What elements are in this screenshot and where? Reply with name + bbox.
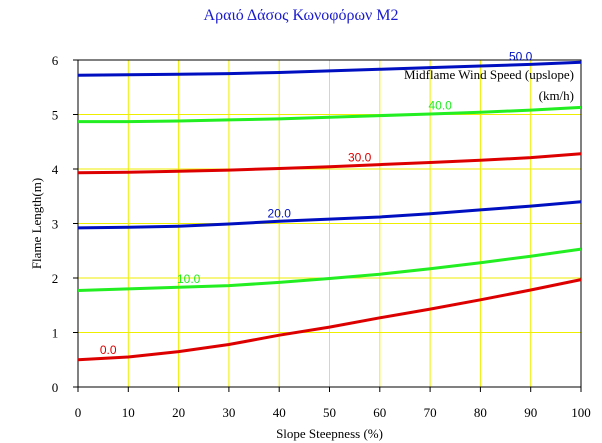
x-tick-label-50: 50 xyxy=(323,405,336,420)
series-labels: 0.0 10.0 20.0 30.0 40.0 50.0 xyxy=(100,50,533,357)
x-tick-label-90: 90 xyxy=(524,405,537,420)
y-tick-label-0: 0 xyxy=(52,380,59,395)
x-tick-label-70: 70 xyxy=(424,405,437,420)
chart-title: Αραιό Δάσος Κωνοφόρων M2 xyxy=(203,7,399,24)
x-tick-label-20: 20 xyxy=(172,405,185,420)
y-tick-label-5: 5 xyxy=(52,108,59,123)
series-label-40.0: 40.0 xyxy=(428,99,452,113)
legend-title-line-2: (km/h) xyxy=(539,88,574,103)
x-tick-label-0: 0 xyxy=(75,405,82,420)
y-tick-label-6: 6 xyxy=(52,53,59,68)
series-line-50.0 xyxy=(77,60,582,77)
y-tick-label-1: 1 xyxy=(52,326,59,341)
x-tick-label-30: 30 xyxy=(222,405,235,420)
series-label-20.0: 20.0 xyxy=(268,206,292,220)
series-line-30.0 xyxy=(77,152,582,175)
y-axis-ticks: 0 1 2 3 4 5 6 xyxy=(52,53,78,395)
grid xyxy=(78,60,581,387)
x-tick-label-40: 40 xyxy=(273,405,286,420)
x-tick-label-10: 10 xyxy=(122,405,135,420)
x-axis-label: Slope Steepness (%) xyxy=(276,426,383,441)
series-line-0.0 xyxy=(77,278,582,362)
x-tick-label-60: 60 xyxy=(373,405,386,420)
y-axis-label: Flame Length(m) xyxy=(29,178,44,269)
series-label-0.0: 0.0 xyxy=(100,343,117,357)
series-line-20.0 xyxy=(77,200,582,230)
series-lines xyxy=(77,60,582,362)
series-label-30.0: 30.0 xyxy=(348,151,372,165)
legend-title-line-1: Midflame Wind Speed (upslope) xyxy=(404,67,574,82)
x-tick-label-100: 100 xyxy=(571,405,591,420)
x-axis-ticks: 0 10 20 30 40 50 60 70 80 90 100 xyxy=(75,387,591,420)
series-line-40.0 xyxy=(78,105,582,124)
series-label-10.0: 10.0 xyxy=(177,272,201,286)
series-label-50.0: 50.0 xyxy=(509,50,533,64)
y-tick-label-4: 4 xyxy=(52,162,59,177)
y-tick-label-3: 3 xyxy=(52,217,59,232)
x-tick-label-80: 80 xyxy=(474,405,487,420)
y-tick-label-2: 2 xyxy=(52,271,59,286)
series-line-10.0 xyxy=(77,247,582,292)
